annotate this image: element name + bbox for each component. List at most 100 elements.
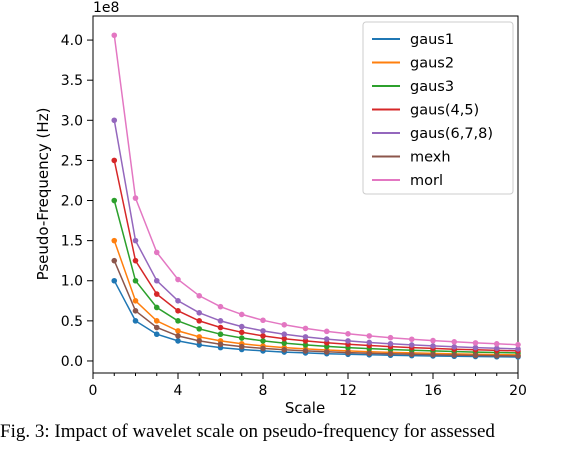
data-point: [472, 352, 479, 359]
data-point: [111, 277, 118, 284]
legend-label: gaus(6,7,8): [410, 126, 493, 142]
x-tick-label: 12: [339, 383, 357, 399]
data-point: [472, 340, 479, 346]
data-point: [281, 321, 288, 328]
data-point: [451, 344, 458, 350]
data-point: [515, 353, 521, 359]
y-tick-label: 4.0: [61, 33, 83, 49]
x-tick-label: 20: [509, 383, 527, 399]
data-point: [196, 342, 203, 348]
data-point: [281, 347, 288, 353]
legend-label: gaus1: [410, 32, 454, 48]
x-tick-label: 4: [174, 383, 183, 399]
series-line: [113, 200, 519, 354]
series-mexh: [111, 257, 521, 359]
data-point: [302, 342, 309, 348]
data-point: [323, 328, 330, 335]
data-point: [238, 335, 245, 341]
legend-frame: [362, 21, 514, 195]
y-tick-label: 2.5: [61, 153, 83, 169]
data-point: [323, 336, 330, 342]
data-point: [451, 339, 458, 345]
data-point: [132, 195, 139, 201]
y-axis-ticks: 0.0 0.5 1.0 1.5 2.0 2.5 3.0 3.5 4.0: [61, 33, 93, 370]
data-point: [153, 249, 160, 256]
data-point: [387, 351, 394, 357]
data-point: [281, 340, 288, 346]
legend-label: gaus(4,5): [410, 103, 479, 119]
series-layer: [111, 32, 521, 360]
data-point: [132, 257, 139, 264]
legend-label: mexh: [410, 150, 451, 166]
data-point: [153, 277, 160, 284]
data-point: [196, 318, 203, 324]
data-point: [345, 331, 351, 337]
data-point: [302, 334, 309, 340]
series-line: [113, 160, 519, 352]
data-point: [302, 325, 309, 332]
data-point: [153, 331, 160, 338]
data-point: [111, 117, 118, 124]
x-tick-label: 8: [259, 383, 268, 399]
data-point: [111, 157, 118, 164]
data-point: [238, 343, 245, 350]
data-point: [111, 32, 118, 39]
data-point: [132, 297, 139, 304]
y-tick-label: 0.5: [61, 314, 83, 330]
data-point: [217, 303, 224, 310]
data-point: [515, 346, 521, 352]
series-line: [113, 35, 519, 346]
data-point: [196, 326, 203, 332]
y-tick-label: 1.0: [61, 274, 83, 290]
data-point: [366, 339, 373, 346]
data-point: [196, 293, 203, 299]
data-point: [111, 237, 118, 244]
data-point: [493, 352, 500, 359]
data-point: [217, 331, 224, 338]
data-point: [153, 291, 160, 297]
data-point: [408, 336, 415, 343]
data-point: [345, 338, 351, 344]
y-tick-label: 1.5: [61, 234, 83, 250]
data-point: [175, 276, 181, 283]
data-point: [217, 341, 224, 348]
data-point: [493, 345, 500, 352]
data-point: [387, 334, 394, 341]
data-point: [175, 333, 181, 339]
data-point: [408, 351, 415, 358]
data-point: [217, 324, 224, 331]
data-point: [260, 333, 266, 339]
data-point: [196, 338, 203, 344]
data-point: [281, 331, 288, 338]
data-point: [281, 335, 288, 342]
x-axis-ticks: 0 4 8 12 16 20: [89, 373, 527, 399]
x-tick-label: 0: [89, 383, 98, 399]
data-point: [132, 318, 139, 324]
data-point: [196, 310, 203, 316]
y-tick-label: 3.5: [61, 73, 83, 89]
data-point: [132, 237, 139, 244]
y-axis-label: Pseudo-Frequency (Hz): [34, 108, 52, 281]
data-point: [132, 308, 139, 314]
legend: gaus1 gaus2 gaus3 gaus(4,5) gaus(6,7,8) mexh m…: [362, 21, 514, 195]
data-point: [175, 338, 181, 344]
data-point: [238, 323, 245, 330]
data-point: [366, 333, 373, 339]
y-tick-label: 2.0: [61, 194, 83, 210]
series-line: [113, 260, 519, 357]
data-point: [175, 308, 181, 314]
y-tick-label: 0.0: [61, 354, 83, 370]
data-point: [430, 337, 436, 344]
series-morl: [111, 32, 521, 348]
data-point: [302, 338, 309, 344]
data-point: [323, 349, 330, 355]
data-point: [153, 304, 160, 311]
series-line: [113, 120, 519, 350]
legend-label: gaus2: [410, 56, 454, 72]
data-point: [175, 328, 181, 334]
data-point: [111, 197, 118, 204]
data-point: [515, 341, 521, 348]
figure-caption: Fig. 3: Impact of wavelet scale on pseud…: [0, 421, 495, 442]
data-point: [345, 349, 351, 356]
data-point: [260, 345, 266, 352]
